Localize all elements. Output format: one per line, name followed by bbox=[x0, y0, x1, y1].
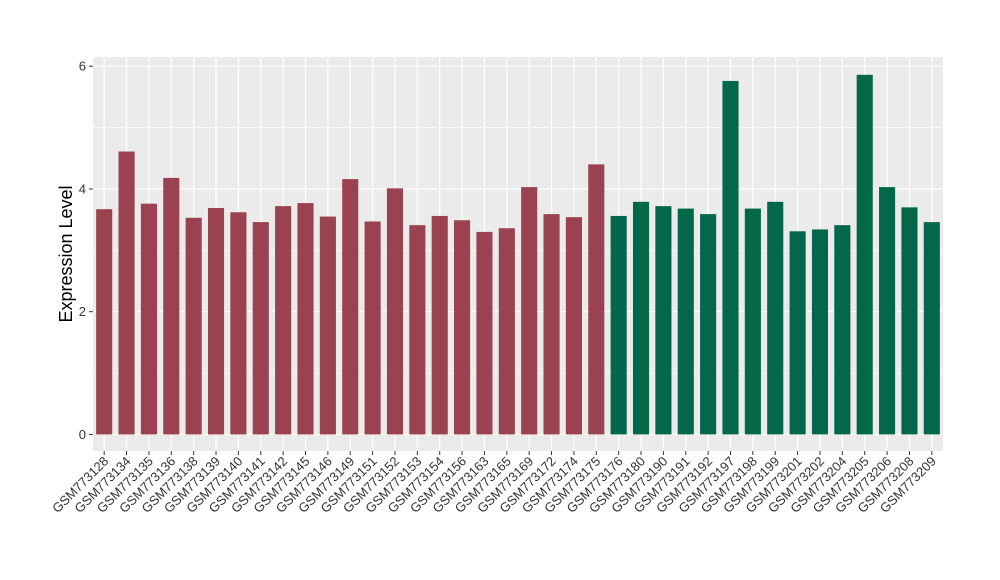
bar-gsm773176 bbox=[610, 215, 627, 435]
bar-gsm773146 bbox=[319, 216, 336, 435]
bar-gsm773134 bbox=[118, 151, 135, 435]
bar-gsm773142 bbox=[275, 206, 292, 435]
bar-gsm773201 bbox=[789, 231, 806, 435]
y-tick-label: 0 bbox=[79, 427, 86, 442]
bar-gsm773151 bbox=[364, 221, 381, 435]
y-tick-label: 4 bbox=[79, 181, 86, 196]
x-axis: GSM773128GSM773134GSM773135GSM773136GSM7… bbox=[49, 451, 939, 516]
bar-gsm773153 bbox=[409, 225, 426, 435]
bar-gsm773138 bbox=[185, 217, 202, 435]
bar-gsm773180 bbox=[632, 201, 650, 435]
bar-gsm773172 bbox=[543, 214, 560, 435]
bar-gsm773149 bbox=[342, 179, 359, 435]
bar-gsm773192 bbox=[700, 214, 717, 435]
bar-gsm773165 bbox=[498, 228, 515, 435]
bar-gsm773205 bbox=[856, 74, 873, 435]
bar-gsm773136 bbox=[163, 177, 180, 435]
bar-gsm773154 bbox=[431, 215, 448, 435]
bar-gsm773197 bbox=[722, 80, 739, 435]
bars bbox=[96, 74, 940, 435]
y-axis-title: Expression Level bbox=[56, 185, 76, 322]
bar-gsm773169 bbox=[521, 187, 538, 435]
bar-gsm773156 bbox=[454, 220, 471, 435]
bar-gsm773175 bbox=[588, 164, 605, 435]
bar-gsm773198 bbox=[744, 208, 761, 435]
bar-gsm773139 bbox=[207, 207, 225, 435]
bar-gsm773209 bbox=[923, 222, 940, 435]
bar-gsm773174 bbox=[565, 217, 582, 435]
bar-gsm773141 bbox=[252, 222, 269, 435]
bar-gsm773208 bbox=[901, 207, 918, 435]
bar-gsm773145 bbox=[297, 203, 314, 435]
bar-gsm773202 bbox=[811, 229, 829, 435]
y-axis: 0 2 4 6 bbox=[79, 59, 93, 442]
bar-gsm773140 bbox=[230, 212, 247, 435]
bar-gsm773128 bbox=[96, 209, 113, 435]
bar-gsm773190 bbox=[655, 206, 672, 435]
bar-gsm773135 bbox=[140, 203, 157, 435]
bar-gsm773152 bbox=[386, 188, 404, 435]
bar-gsm773204 bbox=[834, 225, 851, 435]
y-tick-label: 6 bbox=[79, 59, 86, 74]
bar-gsm773191 bbox=[677, 208, 694, 435]
bar-gsm773206 bbox=[879, 187, 896, 435]
bar-gsm773163 bbox=[476, 231, 493, 435]
bar-gsm773199 bbox=[767, 201, 784, 435]
y-tick-label: 2 bbox=[79, 304, 86, 319]
